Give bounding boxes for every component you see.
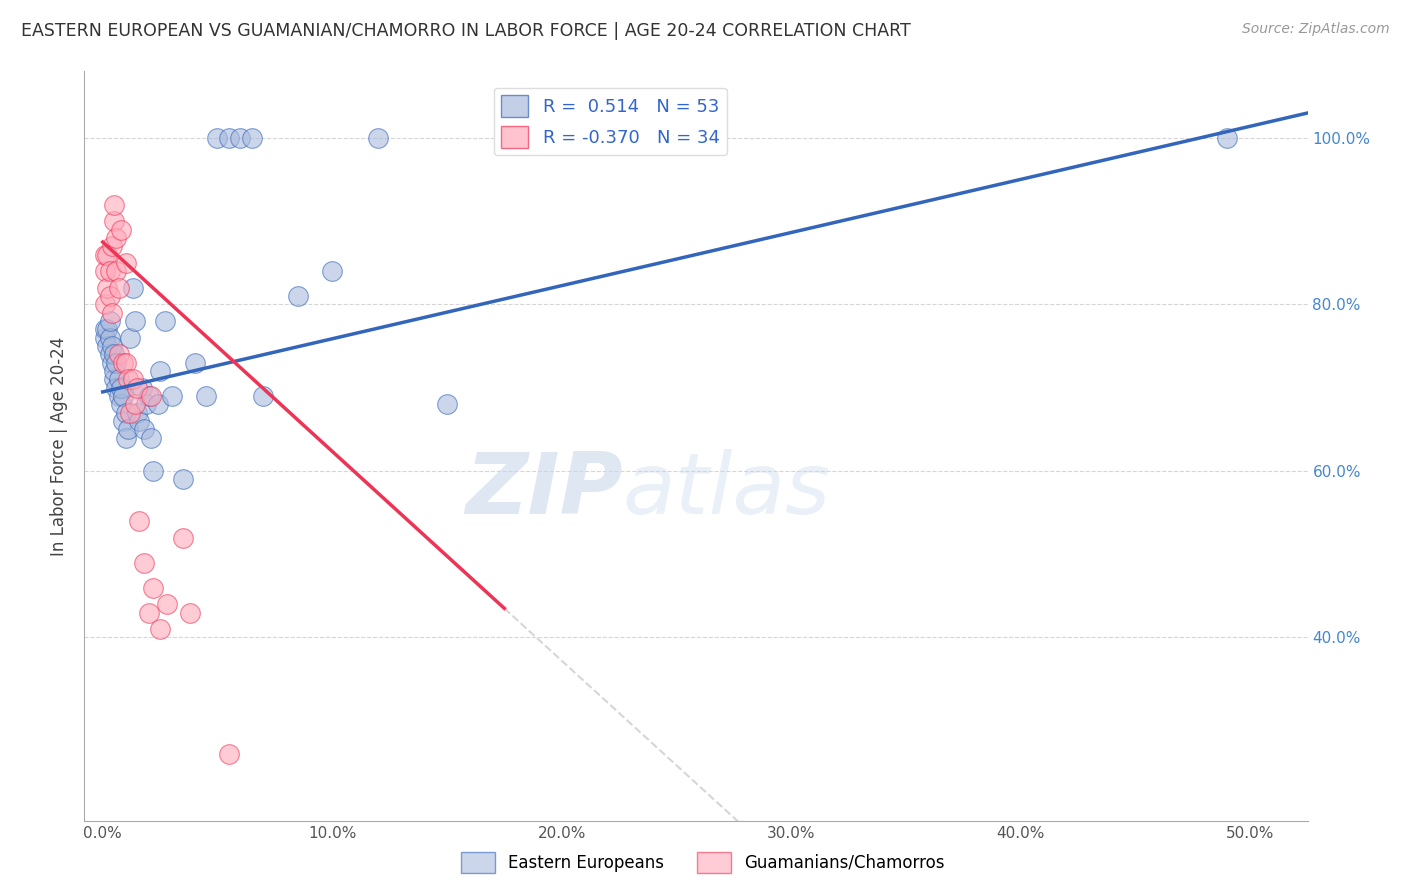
Point [107, 281, 129, 295]
Point [110, 222, 132, 236]
Point [105, 231, 128, 245]
Point [98, 289, 121, 303]
Point [1216, 131, 1239, 145]
Point [96, 322, 118, 336]
Point [149, 622, 172, 636]
Point [321, 264, 343, 278]
Point [98, 314, 121, 328]
Point [101, 356, 124, 370]
Point [172, 472, 194, 486]
Point [132, 556, 155, 570]
Point [117, 372, 139, 386]
Legend: R =  0.514   N = 53, R = -0.370   N = 34: R = 0.514 N = 53, R = -0.370 N = 34 [494, 88, 727, 155]
Point [103, 372, 125, 386]
Point [138, 389, 160, 403]
Point [101, 339, 124, 353]
Point [218, 747, 240, 761]
Point [218, 131, 240, 145]
Point [436, 397, 458, 411]
Point [179, 606, 201, 620]
Point [138, 606, 160, 620]
Point [207, 131, 229, 145]
Point [132, 422, 155, 436]
Point [105, 381, 128, 395]
Point [114, 406, 136, 420]
Legend: Eastern Europeans, Guamanians/Chamorros: Eastern Europeans, Guamanians/Chamorros [454, 846, 952, 880]
Point [128, 514, 150, 528]
Point [98, 264, 121, 278]
Point [156, 597, 179, 611]
Point [107, 347, 129, 361]
Point [110, 397, 132, 411]
Text: Source: ZipAtlas.com: Source: ZipAtlas.com [1241, 22, 1389, 37]
Point [105, 264, 128, 278]
Point [120, 331, 142, 345]
Point [117, 422, 139, 436]
Point [287, 289, 309, 303]
Point [124, 314, 146, 328]
Point [139, 431, 162, 445]
Point [172, 531, 194, 545]
Point [527, 131, 550, 145]
Point [160, 389, 183, 403]
Point [114, 356, 136, 370]
Point [94, 322, 117, 336]
Point [240, 131, 263, 145]
Point [131, 381, 153, 395]
Y-axis label: In Labor Force | Age 20-24: In Labor Force | Age 20-24 [51, 336, 69, 556]
Point [98, 347, 121, 361]
Point [103, 214, 125, 228]
Text: ZIP: ZIP [465, 450, 623, 533]
Point [367, 131, 389, 145]
Point [110, 381, 132, 395]
Point [112, 414, 135, 428]
Point [146, 397, 169, 411]
Point [153, 314, 176, 328]
Point [183, 356, 205, 370]
Point [112, 389, 135, 403]
Point [114, 431, 136, 445]
Point [96, 247, 118, 261]
Point [96, 339, 118, 353]
Point [195, 389, 218, 403]
Point [107, 389, 129, 403]
Point [142, 464, 165, 478]
Point [142, 581, 165, 595]
Point [619, 131, 641, 145]
Point [98, 331, 121, 345]
Point [94, 331, 117, 345]
Point [103, 364, 125, 378]
Point [149, 364, 172, 378]
Point [121, 372, 143, 386]
Point [107, 372, 129, 386]
Point [120, 406, 142, 420]
Point [124, 397, 146, 411]
Point [101, 306, 124, 320]
Point [103, 347, 125, 361]
Text: atlas: atlas [623, 450, 831, 533]
Text: EASTERN EUROPEAN VS GUAMANIAN/CHAMORRO IN LABOR FORCE | AGE 20-24 CORRELATION CH: EASTERN EUROPEAN VS GUAMANIAN/CHAMORRO I… [21, 22, 911, 40]
Point [114, 256, 136, 270]
Point [128, 414, 150, 428]
Point [229, 131, 252, 145]
Point [101, 239, 124, 253]
Point [121, 281, 143, 295]
Point [127, 406, 149, 420]
Point [135, 397, 157, 411]
Point [103, 197, 125, 211]
Point [94, 264, 117, 278]
Point [127, 381, 149, 395]
Point [105, 356, 128, 370]
Point [96, 281, 118, 295]
Point [252, 389, 274, 403]
Point [112, 356, 135, 370]
Point [94, 297, 117, 311]
Point [94, 247, 117, 261]
Point [139, 389, 162, 403]
